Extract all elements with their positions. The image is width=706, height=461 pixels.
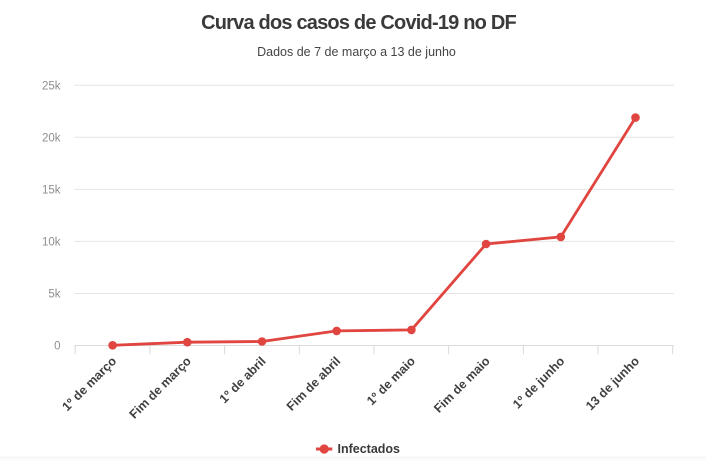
- svg-text:Curva dos casos de Covid-19 no: Curva dos casos de Covid-19 no DF: [201, 12, 516, 34]
- svg-text:25k: 25k: [42, 81, 61, 93]
- svg-text:Infectados: Infectados: [338, 442, 401, 456]
- svg-text:5k: 5k: [48, 289, 60, 301]
- svg-text:10k: 10k: [42, 237, 61, 249]
- svg-text:0: 0: [54, 341, 60, 353]
- svg-text:20k: 20k: [42, 133, 61, 145]
- svg-text:Dados de 7 de março a 13 de ju: Dados de 7 de março a 13 de junho: [257, 45, 456, 59]
- svg-text:15k: 15k: [42, 185, 61, 197]
